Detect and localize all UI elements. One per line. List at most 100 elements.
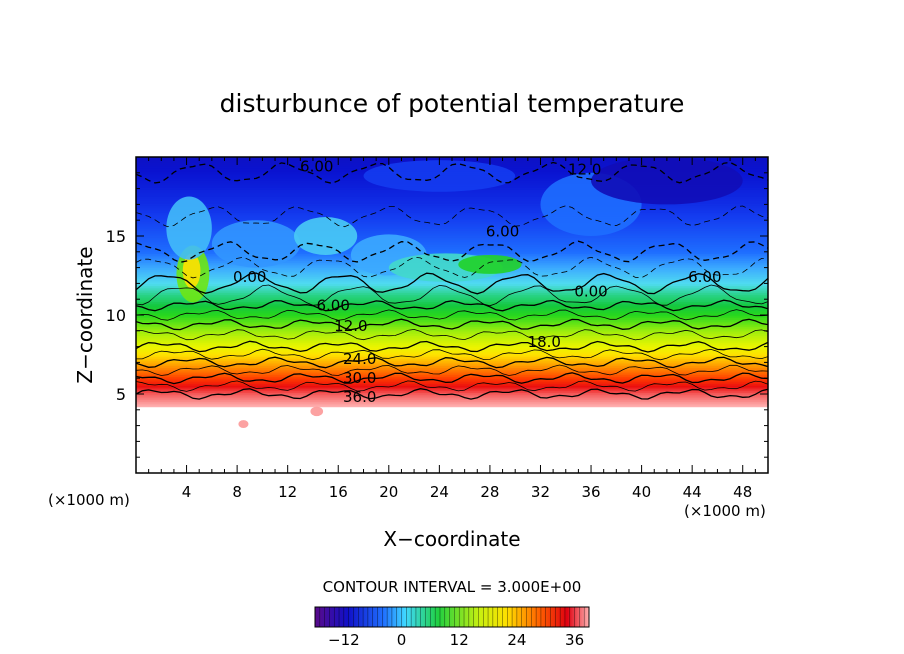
color-band (136, 290, 768, 294)
contour-line (136, 205, 768, 228)
color-band (136, 340, 768, 344)
color-band (136, 376, 768, 379)
color-band (136, 329, 768, 333)
color-band (136, 360, 768, 363)
contour-interval-text: CONTOUR INTERVAL = 3.000E+00 (323, 578, 582, 596)
color-band (136, 369, 768, 372)
color-band (136, 313, 768, 317)
color-band (136, 244, 768, 247)
color-band (136, 337, 768, 340)
color-band (136, 385, 768, 388)
x-tick-label: 40 (632, 483, 651, 501)
color-band (136, 230, 768, 233)
disturbance-blob (211, 220, 301, 268)
color-band (136, 306, 768, 310)
color-band (136, 358, 768, 361)
contour-label: 6.00 (300, 157, 333, 175)
contour-line (136, 364, 768, 376)
disturbance-features (166, 157, 743, 428)
color-band (136, 194, 768, 197)
color-band (136, 206, 768, 210)
x-axis-label: X−coordinate (383, 527, 520, 551)
color-band (136, 283, 768, 286)
color-band (136, 322, 768, 326)
contour-line (136, 388, 768, 400)
color-band (136, 347, 768, 351)
contour-line (136, 256, 768, 279)
disturbance-blob (310, 406, 324, 417)
x-tick-label: 4 (182, 483, 192, 501)
color-band (136, 288, 768, 292)
colorbar-tick-label: −12 (328, 631, 360, 649)
color-band (136, 219, 768, 222)
disturbance-blob (294, 217, 358, 255)
color-band (136, 231, 768, 235)
color-band (136, 365, 768, 369)
y-axis-label: Z−coordinate (73, 246, 97, 383)
chart-title: disturbunce of potential temperature (220, 89, 685, 118)
contour-label: 30.0 (343, 369, 376, 387)
contour-label: 36.0 (343, 388, 376, 406)
color-band (136, 317, 768, 320)
x-tick-label: 24 (430, 483, 449, 501)
color-band (136, 338, 768, 342)
contour-line (136, 318, 768, 331)
x-unit-label: (×1000 m) (684, 502, 766, 520)
contour-line (136, 299, 768, 312)
contour-line (136, 328, 768, 341)
color-band (136, 208, 768, 212)
color-band (136, 333, 768, 336)
color-band (136, 404, 768, 408)
color-band (136, 251, 768, 254)
color-band (136, 395, 768, 399)
y-tick-label: 5 (116, 385, 126, 404)
x-tick-label: 44 (683, 483, 702, 501)
contour-line (136, 380, 768, 392)
contour-line (136, 309, 768, 321)
x-tick-label: 20 (379, 483, 398, 501)
color-band (136, 222, 768, 226)
color-band (136, 344, 768, 347)
contour-line (136, 161, 768, 184)
color-band (136, 390, 768, 393)
color-band (136, 354, 768, 358)
disturbance-blob (238, 420, 249, 428)
color-band (136, 285, 768, 288)
disturbance-blob (166, 196, 212, 260)
color-band (136, 379, 768, 383)
y-tick-label: 15 (106, 227, 126, 246)
color-band (136, 239, 768, 242)
color-band (136, 296, 768, 299)
color-band (136, 210, 768, 213)
color-band (136, 215, 768, 219)
x-tick-label: 16 (329, 483, 348, 501)
color-band (136, 247, 768, 251)
colorbar-tick-label: 0 (397, 631, 407, 649)
color-band (136, 212, 768, 215)
disturbance-blob (458, 254, 522, 274)
color-band (136, 312, 768, 315)
color-band (136, 367, 768, 370)
color-band (136, 190, 768, 194)
x-tick-label: 28 (480, 483, 499, 501)
x-tick-label: 12 (278, 483, 297, 501)
color-band (136, 240, 768, 244)
color-band (136, 224, 768, 228)
color-band (136, 221, 768, 224)
color-band (136, 198, 768, 201)
colorbar-tick-label: 24 (507, 631, 526, 649)
color-band (136, 397, 768, 401)
color-band (136, 203, 768, 206)
contour-lines (136, 161, 768, 400)
color-band (136, 205, 768, 208)
color-band (136, 370, 768, 374)
color-band (136, 242, 768, 245)
contour-label: 12.0 (334, 317, 367, 335)
color-band (136, 401, 768, 404)
color-band (136, 305, 768, 308)
colorbar-tick-label: 12 (450, 631, 469, 649)
contour-line (136, 356, 768, 369)
color-band (136, 321, 768, 324)
color-band (136, 324, 768, 327)
